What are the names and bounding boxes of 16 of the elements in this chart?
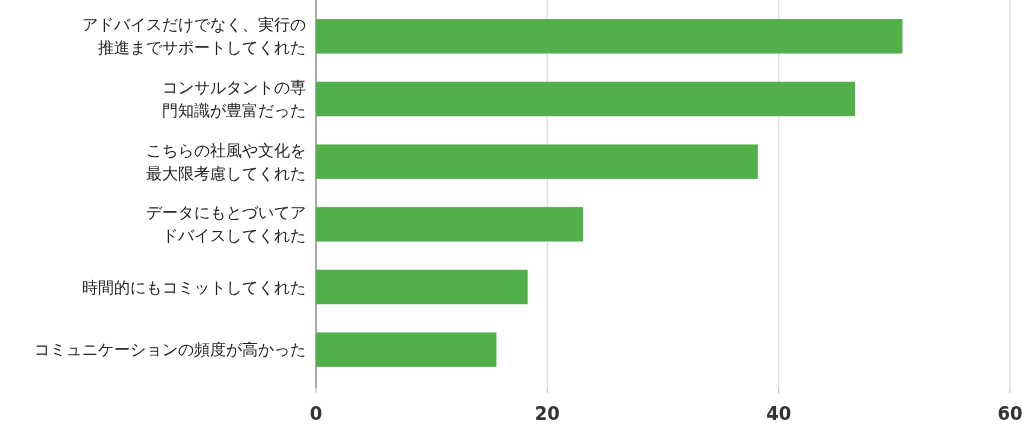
bar [316,332,497,367]
y-tick-label: こちらの社風や文化を最大限考慮してくれた [145,139,306,185]
bar [316,19,903,54]
bar [316,81,856,117]
y-tick-label: コミュニケーションの頻度が高かった [33,339,306,362]
bar [316,144,758,179]
y-tick-label: アドバイスだけでなく、実行の推進までサポートしてくれた [81,14,306,60]
y-tick-label: コンサルタントの専門知識が豊富だった [161,77,306,122]
x-tick-label: 40 [766,401,792,425]
y-tick-label: データにもとづいてアドバイスしてくれた [145,202,306,248]
y-tick-label: 時間的にもコミットしてくれた [81,276,306,299]
x-tick-label: 20 [534,401,560,425]
x-tick-label: 60 [997,401,1023,425]
x-tick-label: 0 [309,401,323,425]
bar [316,207,584,242]
bar [316,269,528,305]
